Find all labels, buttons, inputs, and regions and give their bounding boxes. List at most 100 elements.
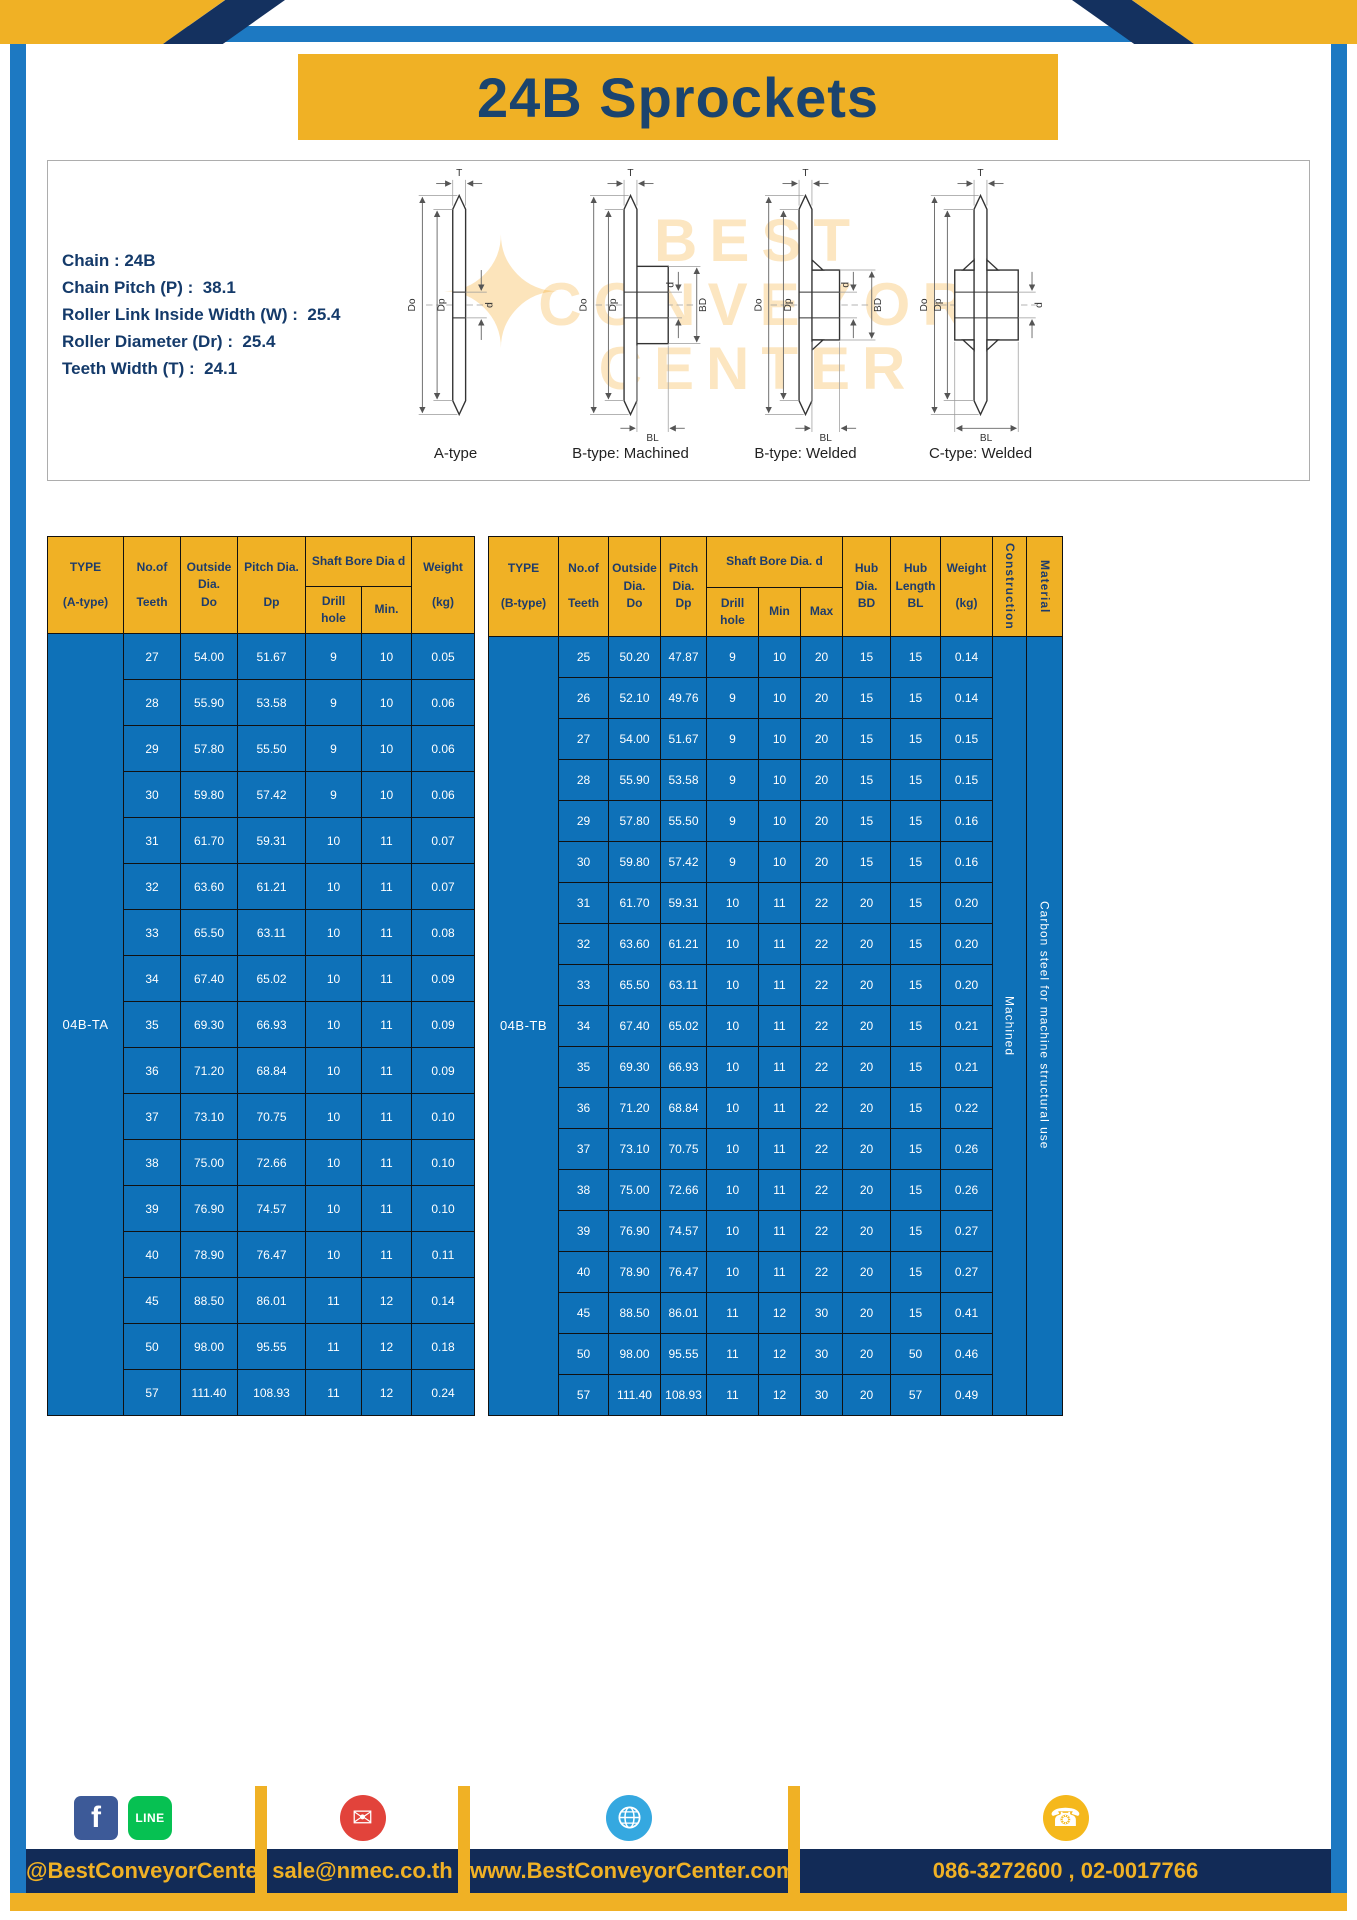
data-cell: 10: [360, 725, 413, 772]
b-type-table-wrap: TYPE (B-type) No.of Teeth Outside Dia. D…: [488, 535, 1064, 1416]
data-cell: 0.16: [940, 840, 994, 883]
table-row: 36 71.20 68.84 10 11 0.09: [48, 1047, 476, 1094]
data-cell: 22: [799, 1045, 844, 1088]
globe-glyph: [617, 1806, 641, 1829]
header-teeth: No.of Teeth: [123, 536, 181, 634]
data-cell: 11: [758, 1086, 801, 1129]
data-cell: 10: [758, 840, 801, 883]
data-cell: 108.93: [237, 1369, 306, 1416]
data-cell: 55.50: [660, 799, 707, 842]
data-cell: 15: [890, 840, 942, 883]
data-cell: 78.90: [180, 1231, 238, 1278]
phone-icon[interactable]: ☎: [1042, 1794, 1089, 1841]
data-cell: 108.93: [660, 1373, 707, 1416]
globe-icon[interactable]: [606, 1794, 652, 1841]
svg-text:Do: Do: [407, 298, 418, 311]
data-cell: 75.00: [180, 1139, 238, 1186]
data-cell: 10: [305, 863, 362, 910]
data-cell: 0.16: [940, 799, 994, 842]
svg-text:BL: BL: [980, 433, 993, 443]
data-cell: 15: [842, 758, 892, 801]
data-cell: 10: [706, 1209, 759, 1252]
footer-email[interactable]: sale@nmec.co.th: [272, 1858, 453, 1883]
footer-section-website: www.BestConveyorCenter.com: [470, 1786, 796, 1893]
data-cell: 20: [842, 1127, 892, 1170]
table-row: 45 88.50 86.01 11 12 30 20 15 0.41: [489, 1291, 1063, 1334]
data-cell: 11: [360, 1001, 413, 1048]
data-cell: 15: [890, 758, 942, 801]
data-cell: 22: [799, 1004, 844, 1047]
data-cell: 9: [305, 725, 362, 772]
data-cell: 32: [558, 922, 609, 965]
data-cell: 20: [842, 922, 892, 965]
svg-text:T: T: [977, 168, 983, 179]
data-cell: 61.70: [180, 817, 238, 864]
data-cell: 20: [799, 717, 844, 760]
frame-left: [10, 26, 26, 1893]
data-cell: 53.58: [237, 679, 306, 726]
data-cell: 10: [305, 817, 362, 864]
table-row: 31 61.70 59.31 10 11 0.07: [48, 817, 476, 864]
data-cell: 38: [558, 1168, 609, 1211]
email-icon[interactable]: ✉: [339, 1794, 386, 1841]
data-cell: 9: [305, 771, 362, 818]
data-cell: 57.80: [608, 799, 661, 842]
facebook-glyph: f: [91, 1800, 101, 1834]
facebook-icon[interactable]: f: [74, 1795, 118, 1840]
data-cell: 10: [706, 922, 759, 965]
data-cell: 51.67: [660, 717, 707, 760]
table-row: 30 59.80 57.42 9 10 0.06: [48, 771, 476, 818]
data-cell: 9: [706, 840, 759, 883]
data-cell: 31: [558, 881, 609, 924]
table-row: 26 52.10 49.76 9 10 20 15 15 0.14: [489, 676, 1063, 719]
data-cell: 12: [360, 1323, 413, 1370]
data-cell: 59.31: [660, 881, 707, 924]
table-row: 32 63.60 61.21 10 11 22 20 15 0.20: [489, 922, 1063, 965]
data-cell: 36: [558, 1086, 609, 1129]
data-cell: 15: [890, 676, 942, 719]
data-cell: 63.60: [608, 922, 661, 965]
data-cell: 67.40: [180, 955, 238, 1002]
data-cell: 22: [799, 1168, 844, 1211]
data-cell: 15: [890, 799, 942, 842]
data-cell: 20: [842, 1004, 892, 1047]
data-cell: 11: [758, 1045, 801, 1088]
data-cell: 10: [706, 881, 759, 924]
footer-social-handle[interactable]: @BestConveyorCenter: [26, 1858, 267, 1883]
data-cell: 37: [123, 1093, 181, 1140]
data-cell: 10: [706, 963, 759, 1006]
data-cell: 10: [758, 635, 801, 678]
footer-website[interactable]: www.BestConveyorCenter.com: [470, 1858, 796, 1883]
data-cell: 63.11: [660, 963, 707, 1006]
header-min: Min: [758, 587, 801, 637]
data-cell: 0.09: [411, 955, 476, 1002]
data-cell: 88.50: [608, 1291, 661, 1334]
table-row: 31 61.70 59.31 10 11 22 20 15 0.20: [489, 881, 1063, 924]
data-cell: 76.90: [608, 1209, 661, 1252]
svg-text:T: T: [627, 168, 633, 179]
table-row: 37 73.10 70.75 10 11 22 20 15 0.26: [489, 1127, 1063, 1170]
spec-roller-width: Roller Link Inside Width (W) : 25.4: [62, 305, 341, 324]
data-cell: 35: [123, 1001, 181, 1048]
data-cell: 12: [758, 1332, 801, 1375]
data-cell: 0.14: [940, 676, 994, 719]
table-row: 37 73.10 70.75 10 11 0.10: [48, 1093, 476, 1140]
line-icon[interactable]: LINE: [128, 1795, 172, 1840]
data-cell: 57: [558, 1373, 609, 1416]
footer-phone[interactable]: 086-3272600 , 02-0017766: [932, 1858, 1199, 1883]
data-cell: 34: [123, 955, 181, 1002]
data-cell: 11: [706, 1373, 759, 1416]
data-cell: 74.57: [660, 1209, 707, 1252]
data-cell: 76.47: [660, 1250, 707, 1293]
svg-text:T: T: [802, 168, 808, 179]
a-type-table-wrap: TYPE (A-type) No.of Teeth Outside Dia. D…: [47, 536, 476, 1416]
data-cell: 30: [799, 1373, 844, 1416]
svg-text:Do: Do: [753, 298, 764, 311]
data-cell: 98.00: [180, 1323, 238, 1370]
data-cell: 22: [799, 963, 844, 1006]
spec-panel: ✦ BEST CONVEYOR CENTER Chain : 24B Chain…: [47, 160, 1310, 481]
data-cell: 0.21: [940, 1004, 994, 1047]
diagram-label: B-type: Welded: [754, 445, 857, 462]
data-cell: 11: [758, 1168, 801, 1211]
